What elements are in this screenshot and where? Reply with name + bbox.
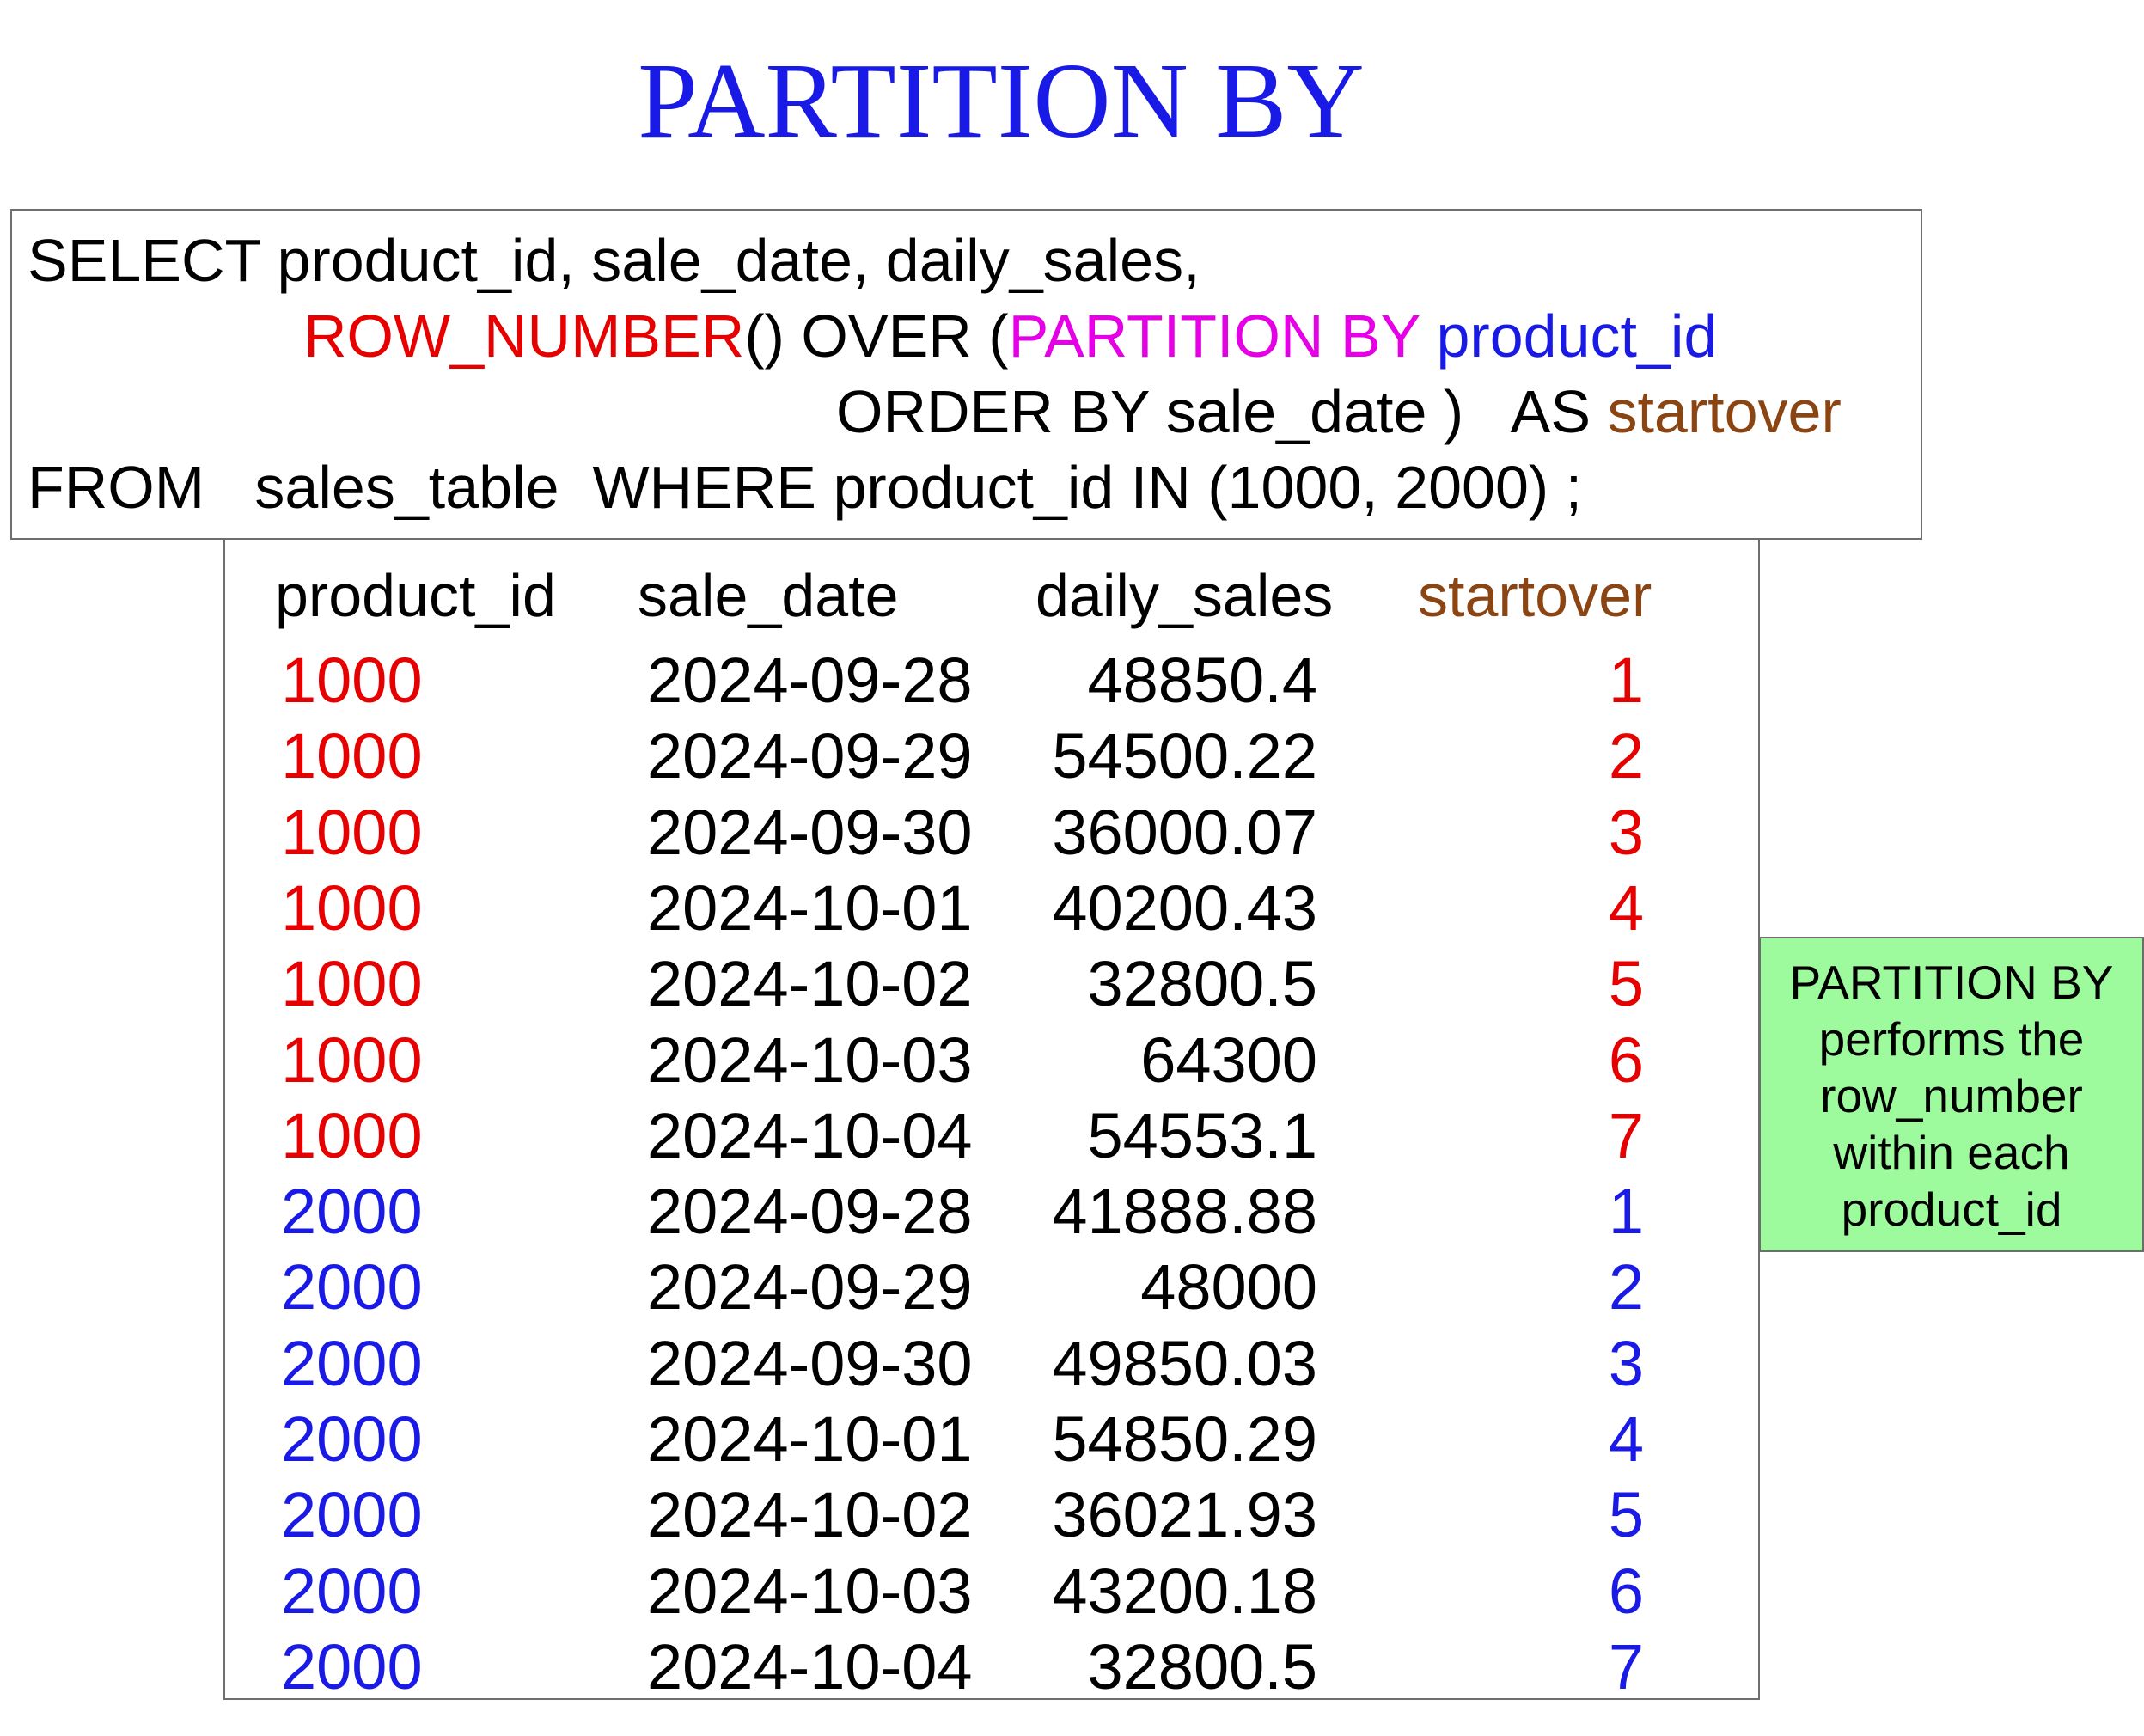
note-line: PARTITION BY [1789, 956, 2114, 1009]
cell-product-id: 1000 [281, 720, 423, 792]
cell-startover: 5 [1608, 948, 1644, 1020]
cell-sale-date: 2024-09-28 [647, 1176, 973, 1248]
cell-product-id: 2000 [281, 1630, 423, 1702]
sql-line-order-by: ORDER BY sale_date ) AS startover [836, 377, 1842, 446]
cell-product-id: 1000 [281, 871, 423, 944]
table-row: 2000 2024-10-03 43200.18 6 [0, 1554, 1805, 1629]
cell-daily-sales: 48000 [1140, 1251, 1317, 1323]
cell-startover: 7 [1608, 1099, 1644, 1171]
sql-query-box [10, 209, 1922, 540]
cell-product-id: 2000 [281, 1176, 423, 1248]
note-line: performs the [1818, 1012, 2085, 1066]
cell-product-id: 2000 [281, 1403, 423, 1475]
cell-startover: 1 [1608, 1176, 1644, 1248]
header-sale-date: sale_date [638, 562, 899, 629]
cell-sale-date: 2024-09-29 [647, 1251, 973, 1323]
cell-sale-date: 2024-09-30 [647, 796, 973, 868]
header-startover: startover [1418, 562, 1652, 629]
table-row: 2000 2024-09-29 48000 2 [0, 1250, 1805, 1325]
table-row: 2000 2024-09-28 41888.88 1 [0, 1174, 1805, 1250]
cell-daily-sales: 43200.18 [1052, 1555, 1317, 1627]
cell-daily-sales: 32800.5 [1087, 1630, 1318, 1702]
sql-space [1420, 303, 1436, 370]
partition-note: PARTITION BY performs the row_number wit… [1759, 937, 2144, 1252]
table-row: 1000 2024-09-28 48850.4 1 [0, 643, 1805, 718]
table-row: 1000 2024-10-03 64300 6 [0, 1023, 1805, 1098]
page-title: PARTITION BY [638, 42, 1365, 161]
note-line: product_id [1841, 1183, 2062, 1236]
cell-daily-sales: 48850.4 [1087, 645, 1318, 716]
sql-line-select: SELECT product_id, sale_date, daily_sale… [27, 227, 1200, 294]
cell-product-id: 2000 [281, 1555, 423, 1627]
cell-startover: 6 [1608, 1024, 1644, 1096]
sql-line-from: FROM sales_table WHERE product_id IN (10… [27, 454, 1583, 521]
sql-line-row-number: ROW_NUMBER() OVER (PARTITION BY product_… [303, 302, 1717, 370]
sql-over-clause: () OVER ( [744, 303, 1009, 370]
note-line: row_number [1820, 1069, 2083, 1122]
cell-product-id: 2000 [281, 1479, 423, 1551]
cell-daily-sales: 54553.1 [1087, 1099, 1318, 1171]
header-product-id: product_id [275, 562, 556, 629]
cell-sale-date: 2024-10-04 [647, 1630, 973, 1702]
table-row: 1000 2024-09-29 54500.22 2 [0, 718, 1805, 794]
cell-startover: 5 [1608, 1479, 1644, 1551]
cell-startover: 4 [1608, 1403, 1644, 1475]
cell-daily-sales: 36000.07 [1052, 796, 1317, 868]
cell-daily-sales: 41888.88 [1052, 1176, 1317, 1248]
cell-daily-sales: 54500.22 [1052, 720, 1317, 792]
cell-startover: 1 [1608, 645, 1644, 716]
cell-product-id: 2000 [281, 1251, 423, 1323]
cell-daily-sales: 40200.43 [1052, 871, 1317, 944]
table-row: 2000 2024-09-30 49850.03 3 [0, 1326, 1805, 1402]
table-row: 1000 2024-10-04 54553.1 7 [0, 1098, 1805, 1174]
cell-product-id: 1000 [281, 948, 423, 1020]
cell-product-id: 1000 [281, 1099, 423, 1171]
cell-startover: 6 [1608, 1555, 1644, 1627]
cell-startover: 7 [1608, 1630, 1644, 1702]
cell-sale-date: 2024-10-03 [647, 1024, 973, 1096]
table-row: 2000 2024-10-01 54850.29 4 [0, 1402, 1805, 1477]
cell-sale-date: 2024-10-04 [647, 1099, 973, 1171]
cell-sale-date: 2024-10-02 [647, 948, 973, 1020]
cell-sale-date: 2024-10-03 [647, 1555, 973, 1627]
table-row: 1000 2024-10-01 40200.43 4 [0, 871, 1805, 946]
cell-sale-date: 2024-10-01 [647, 1403, 973, 1475]
table-row: 1000 2024-09-30 36000.07 3 [0, 795, 1805, 871]
cell-product-id: 1000 [281, 796, 423, 868]
cell-sale-date: 2024-10-02 [647, 1479, 973, 1551]
sql-order-by-clause: ORDER BY sale_date ) AS [836, 378, 1608, 445]
cell-product-id: 1000 [281, 645, 423, 716]
cell-startover: 3 [1608, 796, 1644, 868]
sql-alias: startover [1607, 378, 1842, 445]
table-row: 1000 2024-10-02 32800.5 5 [0, 946, 1805, 1022]
cell-startover: 2 [1608, 720, 1644, 792]
cell-sale-date: 2024-09-29 [647, 720, 973, 792]
cell-daily-sales: 36021.93 [1052, 1479, 1317, 1551]
cell-daily-sales: 54850.29 [1052, 1403, 1317, 1475]
cell-daily-sales: 32800.5 [1087, 948, 1318, 1020]
cell-sale-date: 2024-10-01 [647, 871, 973, 944]
cell-product-id: 2000 [281, 1327, 423, 1399]
cell-sale-date: 2024-09-30 [647, 1327, 973, 1399]
sql-partition-by-keyword: PARTITION BY [1008, 303, 1420, 370]
table-row: 2000 2024-10-02 36021.93 5 [0, 1477, 1805, 1553]
sql-row-number-function: ROW_NUMBER [303, 303, 745, 370]
note-line: within each [1833, 1126, 2070, 1179]
cell-daily-sales: 49850.03 [1052, 1327, 1317, 1399]
cell-startover: 2 [1608, 1251, 1644, 1323]
cell-startover: 3 [1608, 1327, 1644, 1399]
table-row: 2000 2024-10-04 32800.5 7 [0, 1629, 1805, 1705]
cell-daily-sales: 64300 [1140, 1024, 1317, 1096]
cell-product-id: 1000 [281, 1024, 423, 1096]
cell-startover: 4 [1608, 871, 1644, 944]
header-daily-sales: daily_sales [1035, 562, 1334, 629]
sql-partition-column: product_id [1436, 303, 1718, 370]
cell-sale-date: 2024-09-28 [647, 645, 973, 716]
